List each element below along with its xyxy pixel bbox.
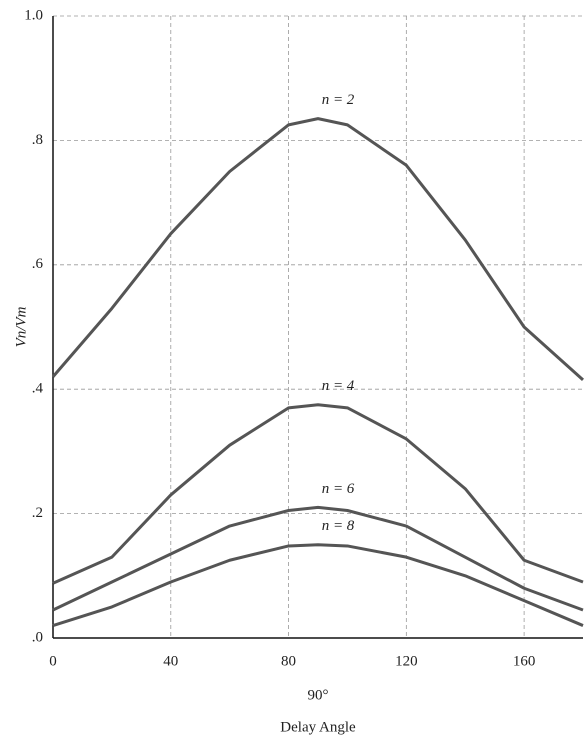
- series-label: n = 6: [322, 481, 355, 497]
- series-label: n = 8: [322, 518, 355, 534]
- x-tick-label: 0: [49, 653, 57, 669]
- y-tick-label: .6: [32, 256, 44, 272]
- y-tick-label: .0: [32, 629, 43, 645]
- series-label: n = 4: [322, 378, 355, 394]
- line: [52, 505, 584, 612]
- y-tick-label: 1.0: [24, 7, 43, 23]
- y-tick-label: .8: [32, 132, 43, 148]
- series-label: n = 2: [322, 92, 355, 108]
- y-tick-label: .4: [32, 381, 44, 397]
- line: [52, 403, 584, 585]
- x-tick-label: 80: [281, 653, 296, 669]
- y-axis-label: Vn/Vm: [13, 306, 29, 347]
- line: [51, 117, 585, 381]
- x-tick-label: 160: [513, 653, 536, 669]
- x-tick-label: 40: [163, 653, 178, 669]
- line: [52, 543, 584, 627]
- x-axis-label: Delay Angle: [280, 719, 356, 735]
- annotation: 90°: [308, 687, 329, 703]
- x-tick-label: 120: [395, 653, 418, 669]
- y-tick-label: .2: [32, 505, 43, 521]
